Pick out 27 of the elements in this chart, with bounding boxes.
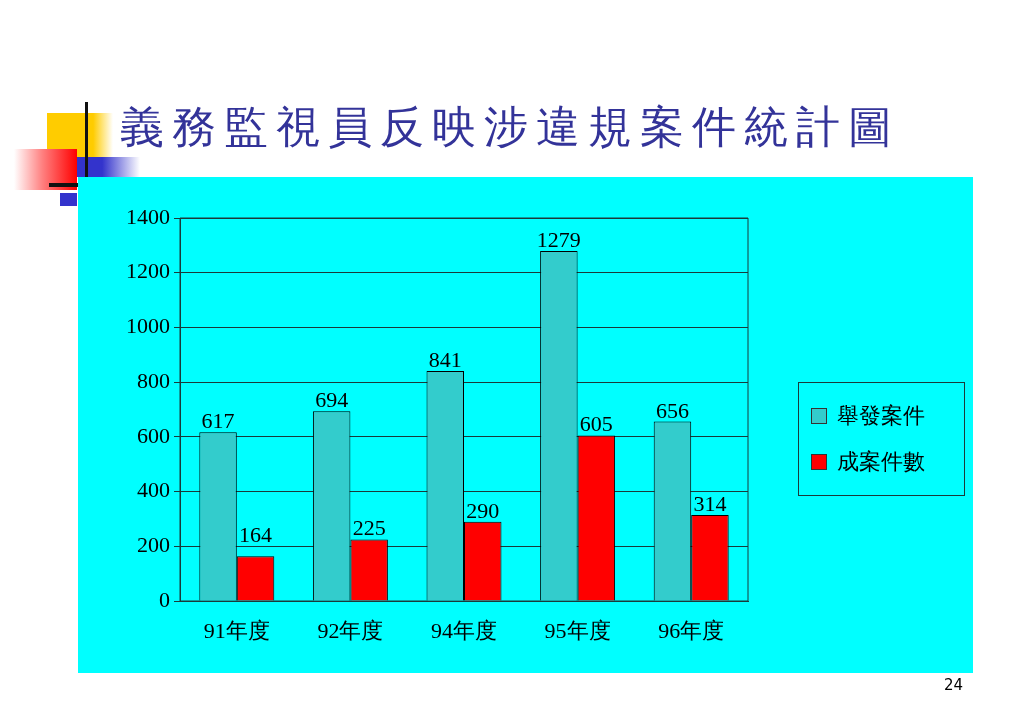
data-label: 290	[466, 497, 500, 523]
y-tick-label: 400	[137, 477, 170, 503]
legend-label: 成案件數	[837, 448, 925, 476]
x-tick-label: 91年度	[203, 617, 270, 643]
x-tick-label: 92年度	[317, 617, 384, 643]
data-label: 605	[579, 411, 613, 437]
y-tick-label: 200	[137, 532, 170, 558]
y-tick-label: 0	[159, 586, 170, 612]
data-label: 656	[655, 397, 689, 423]
y-tick-label: 1000	[126, 313, 170, 339]
data-label: 617	[201, 408, 235, 434]
y-tick-label: 1400	[126, 203, 170, 229]
y-tick-label: 1200	[126, 258, 170, 284]
legend-label: 舉發案件	[837, 402, 925, 430]
x-tick-label: 96年度	[658, 617, 725, 643]
data-label: 841	[428, 346, 462, 372]
data-label: 314	[693, 491, 727, 517]
data-label: 694	[315, 387, 349, 413]
text: 24	[944, 676, 964, 694]
data-label: 164	[239, 522, 273, 548]
chart-title: 義務監視員反映涉違規案件統計圖	[120, 102, 900, 154]
y-tick-label: 800	[137, 367, 170, 393]
data-label: 225	[352, 515, 386, 541]
y-tick-label: 600	[137, 422, 170, 448]
data-label: 1279	[536, 227, 581, 253]
x-tick-label: 94年度	[431, 617, 497, 643]
x-tick-label: 95年度	[544, 617, 611, 643]
